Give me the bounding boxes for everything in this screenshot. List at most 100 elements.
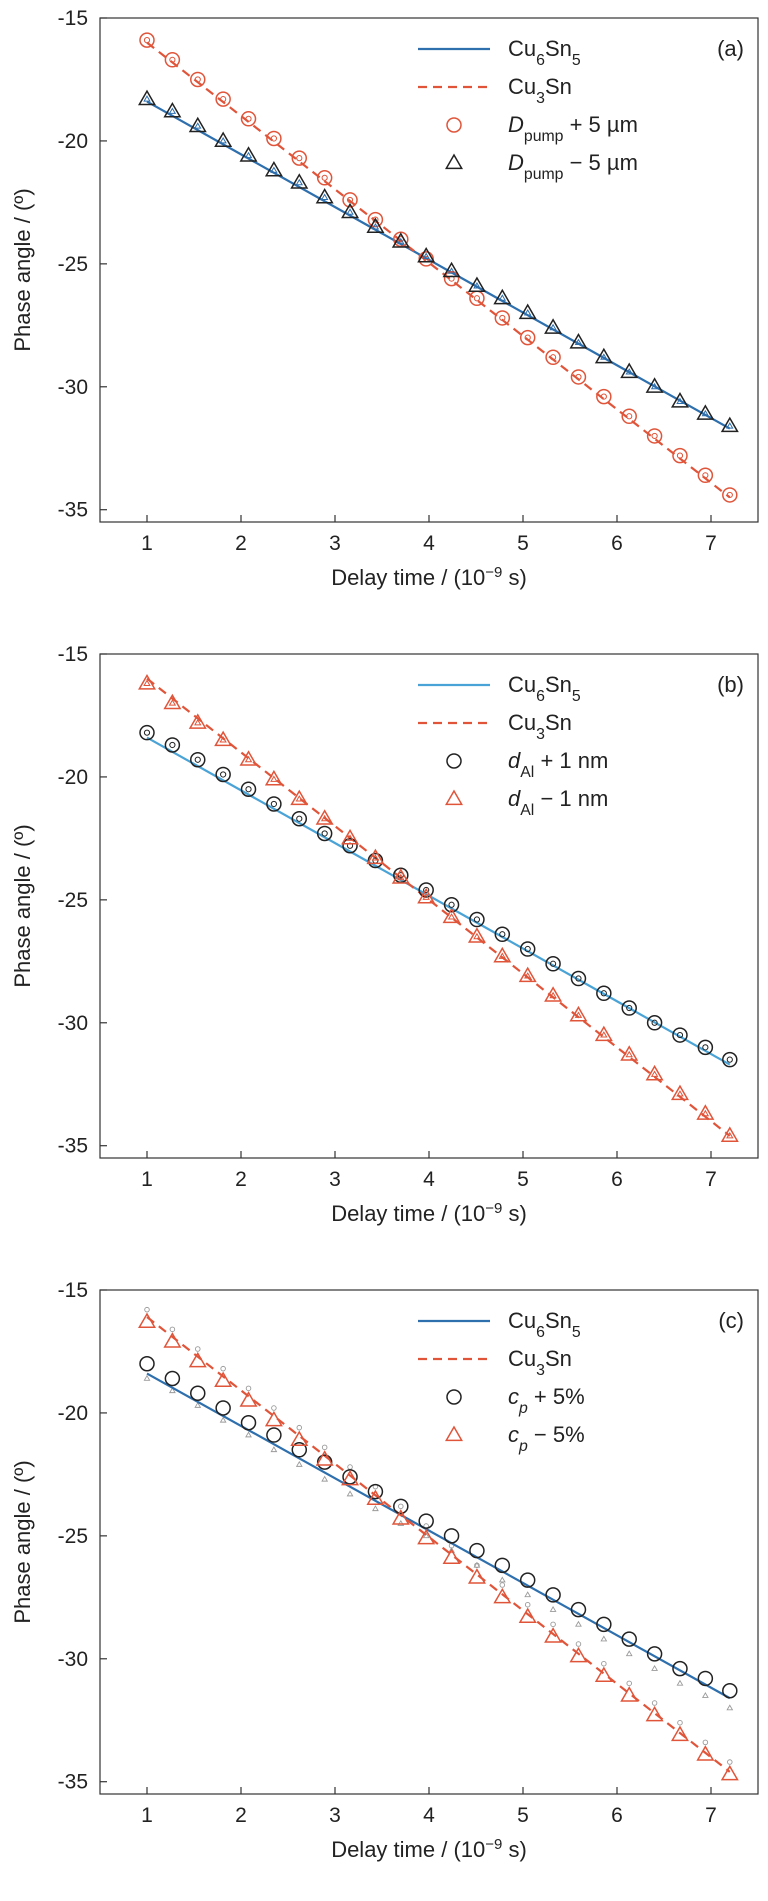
legend-entry: Dpump + 5 µm — [508, 112, 638, 145]
data-point-inner — [473, 916, 481, 923]
x-tick-label: 3 — [329, 1168, 341, 1191]
data-point-inner — [523, 309, 532, 316]
data-point-inner — [220, 771, 227, 778]
x-tick-label: 6 — [611, 532, 623, 555]
data-point-inner — [726, 1131, 734, 1139]
data-point — [316, 1454, 333, 1470]
data-point — [621, 1631, 637, 1647]
data-point — [442, 907, 461, 924]
y-tick-label: -35 — [58, 1135, 88, 1158]
data-point-inner — [676, 1090, 684, 1097]
reference-point — [219, 1416, 227, 1423]
reference-point — [245, 1431, 252, 1438]
data-point-inner — [447, 267, 456, 274]
legend-swatch — [444, 153, 464, 170]
data-point-inner — [244, 755, 253, 763]
reference-point — [499, 1582, 506, 1588]
data-point — [722, 1051, 738, 1068]
legend-swatch — [444, 789, 464, 806]
x-tick-label: 4 — [423, 1168, 435, 1191]
reference-point — [701, 1692, 709, 1698]
data-point-inner — [270, 775, 278, 782]
reference-point — [321, 1475, 329, 1482]
data-point-inner — [498, 952, 507, 959]
x-tick-label: 6 — [611, 1804, 623, 1827]
data-point-inner — [600, 353, 608, 360]
data-point-inner — [245, 115, 252, 122]
data-point — [418, 1513, 434, 1529]
reference-point — [524, 1591, 532, 1598]
data-point — [518, 303, 537, 320]
data-point — [443, 270, 460, 287]
data-point-inner — [676, 397, 684, 405]
data-point-inner — [371, 223, 380, 230]
y-tick-label: -15 — [58, 7, 88, 30]
legend-entry: Cu3Sn — [508, 74, 572, 107]
y-tick-label: -35 — [58, 1771, 88, 1794]
data-point-inner — [726, 491, 733, 499]
data-point-inner — [220, 96, 227, 103]
data-point-inner — [600, 1031, 608, 1038]
data-point-inner — [523, 972, 532, 979]
x-axis-label: Delay time / (10−9 s) — [331, 1200, 527, 1227]
data-point — [467, 276, 486, 293]
data-point-inner — [625, 1050, 633, 1058]
data-point — [215, 1400, 231, 1416]
data-point — [264, 160, 283, 177]
data-point-inner — [194, 756, 201, 763]
reference-point — [347, 1464, 353, 1470]
reference-point — [676, 1679, 684, 1686]
reference-point — [270, 1446, 278, 1453]
reference-point — [398, 1503, 404, 1510]
data-point-inner — [726, 422, 734, 429]
reference-point — [625, 1650, 633, 1657]
data-point — [722, 487, 738, 503]
data-point — [188, 116, 207, 133]
data-point — [391, 1509, 410, 1525]
x-tick-label: 1 — [141, 1168, 153, 1191]
reference-point — [169, 1326, 176, 1333]
data-point — [137, 1312, 157, 1329]
reference-point — [245, 1385, 252, 1392]
data-point-inner — [676, 452, 684, 459]
data-point — [239, 1391, 258, 1407]
reference-point — [601, 1660, 607, 1667]
data-point — [366, 848, 385, 865]
data-point — [137, 89, 157, 106]
data-point — [697, 1039, 714, 1056]
data-point-inner — [549, 991, 557, 999]
data-point-inner — [625, 368, 633, 375]
data-point-inner — [498, 294, 507, 301]
y-tick-label: -20 — [58, 130, 88, 153]
data-point — [670, 392, 689, 408]
data-point — [315, 187, 334, 204]
reference-point — [600, 1635, 608, 1642]
data-point — [493, 1587, 512, 1604]
series-line — [146, 677, 731, 1137]
data-point — [646, 1646, 663, 1662]
x-tick-label: 2 — [235, 1168, 247, 1191]
data-point — [137, 674, 157, 690]
y-axis-label: Phase angle / (º) — [10, 188, 35, 351]
data-point — [291, 810, 308, 827]
data-point — [341, 1469, 360, 1486]
data-point — [316, 170, 333, 186]
reference-point — [194, 1401, 202, 1408]
data-point — [366, 217, 385, 234]
data-point — [620, 1045, 639, 1061]
data-point-inner — [143, 679, 151, 686]
data-point — [645, 377, 664, 393]
data-point — [291, 1442, 308, 1458]
data-point-inner — [270, 800, 277, 808]
y-tick-label: -15 — [58, 643, 88, 666]
series-line — [146, 736, 731, 1066]
data-point — [672, 447, 688, 464]
data-point — [139, 724, 155, 741]
data-point — [417, 247, 436, 263]
data-point-inner — [295, 795, 304, 802]
data-point — [240, 111, 257, 127]
data-point — [342, 838, 358, 854]
series-line — [146, 1372, 731, 1700]
reference-point — [626, 1680, 632, 1687]
data-point-inner — [473, 932, 481, 940]
